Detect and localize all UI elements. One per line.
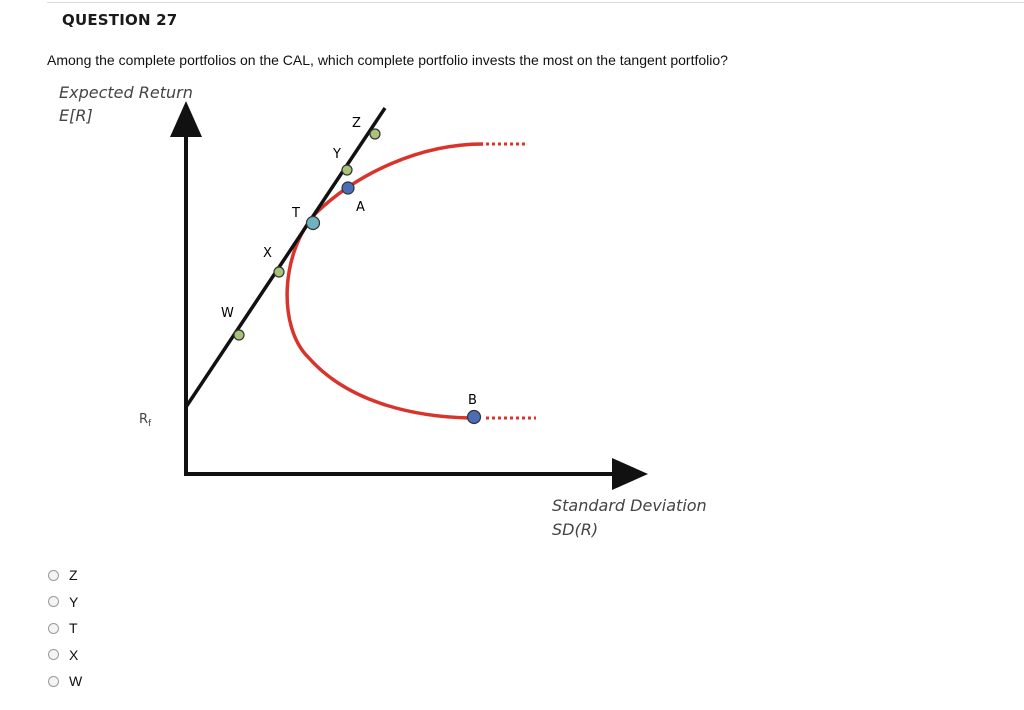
question-title: QUESTION 27: [62, 11, 178, 29]
answer-options: Z Y T X W: [48, 562, 82, 695]
point-z: [369, 128, 381, 140]
radio-button-icon[interactable]: [48, 596, 59, 608]
rf-label: Rf: [139, 412, 152, 429]
x-axis-label-line1: Standard Deviation: [552, 496, 707, 515]
option-label: X: [69, 646, 79, 663]
option-label: Z: [69, 567, 78, 584]
label-y: Y: [332, 147, 341, 162]
radio-button-icon[interactable]: [48, 649, 59, 661]
x-axis-label-line2: SD(R): [552, 520, 598, 539]
option-x[interactable]: X: [48, 642, 82, 669]
option-w[interactable]: W: [48, 668, 82, 695]
rf-label-sub: f: [148, 419, 152, 429]
radio-button-icon[interactable]: [48, 622, 59, 634]
option-z[interactable]: Z: [48, 562, 82, 589]
option-label: W: [69, 673, 83, 690]
radio-button-icon[interactable]: [48, 569, 59, 581]
radio-button-icon[interactable]: [48, 675, 59, 687]
point-t: [305, 215, 321, 231]
label-t: T: [291, 206, 300, 221]
top-divider: [47, 2, 1024, 3]
label-a: A: [356, 200, 365, 215]
point-b: [466, 409, 482, 425]
option-label: Y: [69, 593, 79, 610]
point-y: [341, 164, 353, 176]
portfolio-diagram: W X T Y Z A B Expected Return E[R] Stand…: [40, 75, 740, 555]
point-x: [273, 266, 285, 278]
point-w: [233, 329, 245, 341]
label-w: W: [221, 306, 234, 321]
option-t[interactable]: T: [48, 615, 82, 642]
question-text: Among the complete portfolios on the CAL…: [47, 52, 728, 68]
rf-label-r: R: [139, 412, 148, 427]
y-axis-label-line1: Expected Return: [59, 83, 193, 102]
efficient-frontier-curve: [285, 142, 484, 420]
option-y[interactable]: Y: [48, 589, 82, 616]
option-label: T: [69, 620, 78, 637]
label-x: X: [263, 246, 272, 261]
point-a: [341, 181, 355, 195]
y-axis-label-line2: E[R]: [59, 106, 93, 125]
cal-line: [184, 107, 387, 408]
diagram-svg: W X T Y Z A B Expected Return E[R] Stand…: [59, 83, 707, 539]
label-z: Z: [352, 116, 361, 131]
label-b: B: [468, 393, 477, 408]
